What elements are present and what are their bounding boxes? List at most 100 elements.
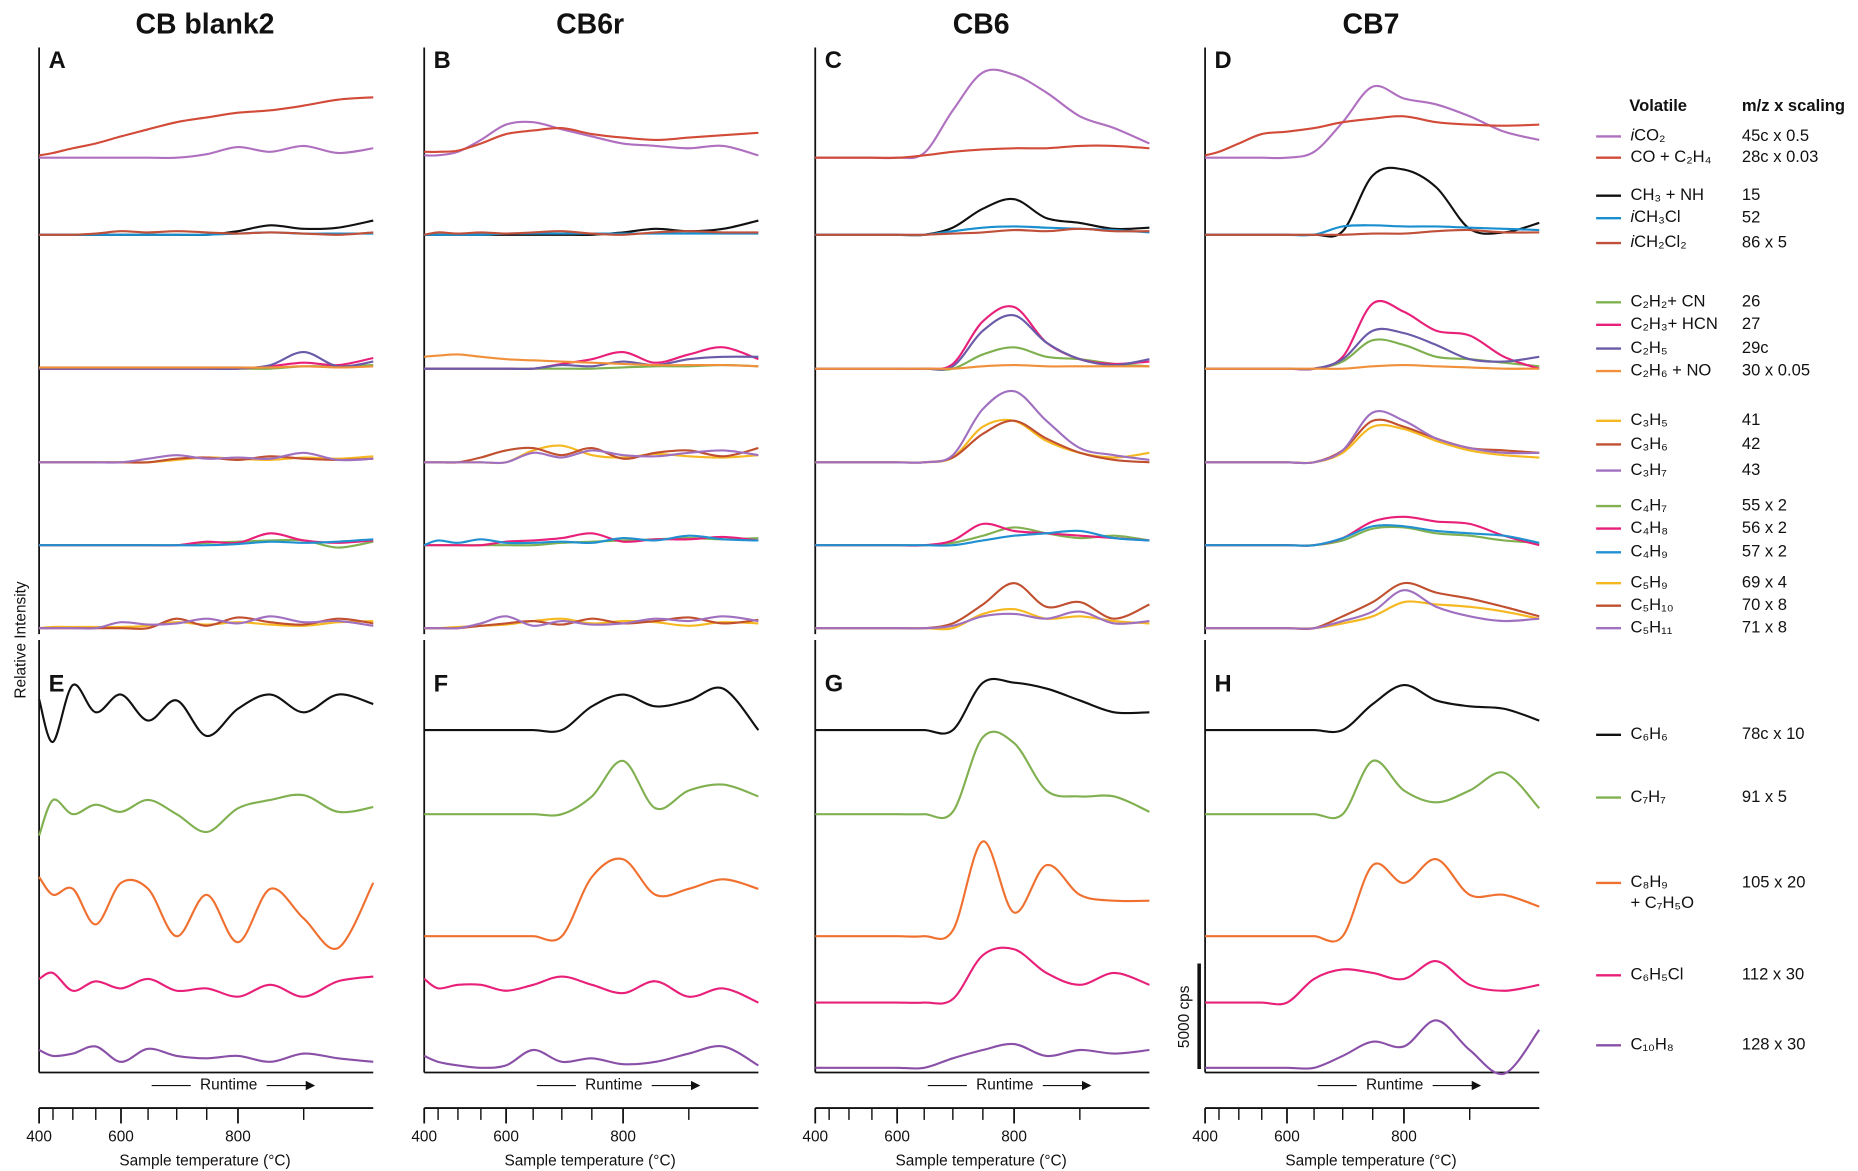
trace bbox=[1205, 410, 1540, 465]
legend-scaling: 15 bbox=[1742, 185, 1760, 204]
trace bbox=[38, 683, 374, 743]
panel-letter: E bbox=[49, 671, 65, 697]
panel-letter: D bbox=[1215, 48, 1232, 74]
legend-scaling: 86 x 5 bbox=[1742, 232, 1787, 251]
legend-scaling: 30 x 0.05 bbox=[1742, 360, 1810, 379]
x-tick-label: 400 bbox=[802, 1129, 828, 1146]
legend-scaling: 70 x 8 bbox=[1742, 595, 1787, 614]
legend-label: CH₃ + NH bbox=[1630, 185, 1704, 204]
legend-label: C₂H₃+ HCN bbox=[1630, 314, 1717, 333]
trace bbox=[1205, 228, 1540, 236]
legend-scaling: 43 bbox=[1742, 460, 1760, 479]
legend-scaling: 112 x 30 bbox=[1742, 965, 1804, 984]
legend-scaling: 42 bbox=[1742, 434, 1760, 453]
panel-letter: C bbox=[825, 48, 842, 74]
x-axis-title: Sample temperature (°C) bbox=[896, 1152, 1067, 1169]
x-tick-label: 800 bbox=[1391, 1129, 1417, 1146]
trace bbox=[424, 449, 759, 465]
trace bbox=[1205, 424, 1540, 465]
legend-label: C₁₀H₈ bbox=[1630, 1035, 1673, 1054]
legend-scaling: 52 bbox=[1742, 208, 1760, 227]
trace bbox=[39, 230, 374, 236]
trace bbox=[1205, 759, 1541, 820]
trace bbox=[1205, 683, 1540, 734]
legend-label: C₂H₆ + NO bbox=[1630, 360, 1711, 379]
legend-label: C₆H₆ bbox=[1630, 724, 1667, 743]
trace bbox=[1205, 327, 1540, 371]
trace bbox=[815, 610, 1150, 630]
trace bbox=[815, 305, 1150, 371]
trace bbox=[39, 144, 374, 160]
column-title: CB6 bbox=[953, 9, 1010, 41]
panel-letter: G bbox=[825, 671, 843, 697]
trace bbox=[423, 1045, 759, 1069]
trace bbox=[815, 227, 1150, 236]
legend-scaling: 41 bbox=[1742, 410, 1760, 429]
legend-label: C₇H₇ bbox=[1630, 787, 1666, 806]
trace bbox=[424, 230, 759, 236]
trace bbox=[1205, 600, 1540, 630]
legend-label: CO + C₂H₄ bbox=[1630, 147, 1711, 166]
trace bbox=[1204, 115, 1540, 157]
trace bbox=[1205, 960, 1540, 1006]
legend-scaling: 78c x 10 bbox=[1742, 724, 1805, 743]
trace bbox=[1205, 589, 1540, 630]
trace bbox=[38, 971, 374, 998]
x-axis-title: Sample temperature (°C) bbox=[1285, 1152, 1456, 1169]
trace bbox=[424, 617, 759, 630]
trace bbox=[815, 364, 1150, 370]
trace bbox=[424, 120, 759, 157]
legend-label: iCH₂Cl₂ bbox=[1630, 232, 1686, 251]
x-tick-label: 600 bbox=[1274, 1129, 1300, 1146]
x-tick-label: 800 bbox=[1001, 1129, 1027, 1146]
trace bbox=[1205, 858, 1540, 943]
trace bbox=[424, 686, 760, 733]
scale-bar-label: 5000 cps bbox=[1176, 985, 1193, 1048]
legend-scaling: 128 x 30 bbox=[1742, 1035, 1806, 1054]
legend-label: C₃H₆ bbox=[1630, 434, 1667, 453]
runtime-label: Runtime bbox=[976, 1077, 1033, 1094]
panel-letter: F bbox=[434, 671, 448, 697]
trace bbox=[815, 730, 1150, 820]
legend-label: C₄H₉ bbox=[1630, 542, 1667, 561]
trace bbox=[39, 365, 374, 369]
x-tick-label: 400 bbox=[1192, 1129, 1218, 1146]
trace bbox=[423, 534, 759, 547]
trace bbox=[424, 232, 759, 236]
trace bbox=[1205, 524, 1540, 547]
trace bbox=[1205, 338, 1540, 371]
x-tick-label: 600 bbox=[493, 1129, 519, 1146]
trace bbox=[815, 946, 1150, 1005]
trace bbox=[424, 857, 759, 942]
legend-label: C₄H₈ bbox=[1630, 518, 1668, 537]
trace bbox=[815, 1042, 1150, 1070]
trace bbox=[815, 389, 1150, 464]
trace bbox=[423, 975, 759, 1004]
legend-scaling: 45c x 0.5 bbox=[1742, 126, 1809, 145]
trace bbox=[815, 840, 1150, 940]
trace bbox=[424, 355, 759, 370]
trace bbox=[38, 619, 374, 630]
trace bbox=[39, 350, 374, 370]
x-axis-title: Sample temperature (°C) bbox=[504, 1152, 675, 1169]
runtime-label: Runtime bbox=[200, 1077, 257, 1094]
legend-label: iCO₂ bbox=[1630, 126, 1665, 145]
column-title: CB blank2 bbox=[135, 9, 274, 41]
trace bbox=[39, 538, 374, 547]
x-tick-label: 600 bbox=[884, 1129, 910, 1146]
trace bbox=[38, 96, 374, 157]
trace bbox=[815, 677, 1150, 735]
trace bbox=[815, 418, 1150, 464]
x-tick-label: 400 bbox=[26, 1129, 52, 1146]
legend-label: C₅H₁₀ bbox=[1630, 595, 1673, 614]
legend-label: C₅H₁₁ bbox=[1630, 618, 1672, 637]
column-title: CB6r bbox=[556, 9, 624, 41]
column-title: CB7 bbox=[1343, 9, 1400, 41]
x-tick-label: 400 bbox=[411, 1129, 437, 1146]
legend-scaling: 28c x 0.03 bbox=[1742, 147, 1818, 166]
legend-scaling: 69 x 4 bbox=[1742, 573, 1787, 592]
legend-scaling: 29c bbox=[1742, 338, 1769, 357]
legend-scaling: 105 x 20 bbox=[1742, 872, 1806, 891]
runtime-label: Runtime bbox=[1366, 1077, 1423, 1094]
